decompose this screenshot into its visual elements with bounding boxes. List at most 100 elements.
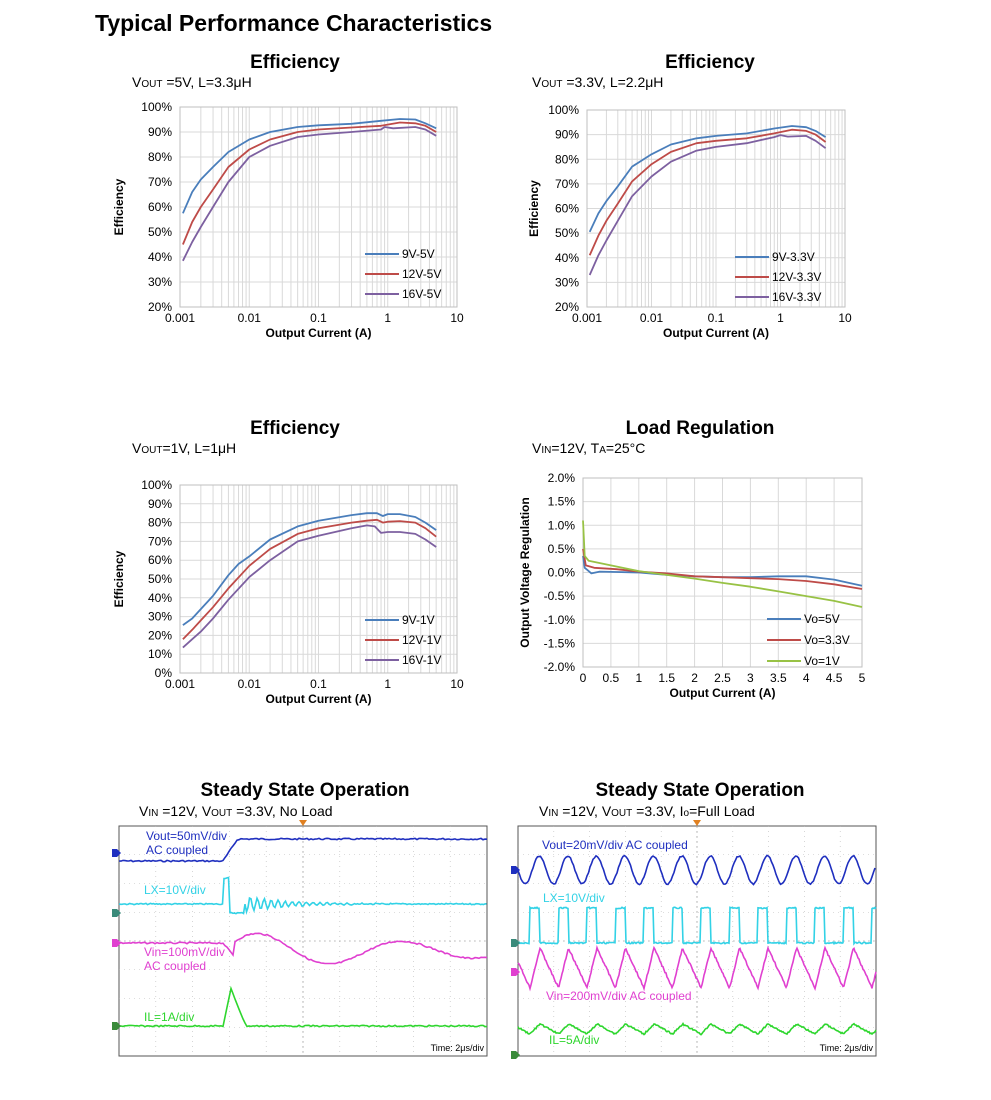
y-tick-label: 20% xyxy=(148,300,172,314)
x-tick-label: 10 xyxy=(450,677,464,691)
x-tick-label: 5 xyxy=(859,671,866,685)
x-tick-label: 0.001 xyxy=(165,311,195,325)
legend-label: 12V-1V xyxy=(402,633,441,647)
x-tick-label: 1 xyxy=(384,311,391,325)
y-tick-label: 70% xyxy=(148,175,172,189)
y-tick-label: 80% xyxy=(148,150,172,164)
x-tick-label: 0.1 xyxy=(310,677,327,691)
y-tick-label: 80% xyxy=(555,152,579,166)
y-axis-label: Efficiency xyxy=(112,178,126,235)
y-tick-label: 100% xyxy=(548,103,579,117)
channel-label: Vout=50mV/div xyxy=(146,829,227,843)
scope-subtitle: VIN =12V, VOUT =3.3V, No Load xyxy=(139,803,333,819)
x-tick-label: 10 xyxy=(450,311,464,325)
chart-title: Efficiency xyxy=(665,52,755,73)
channel-label: IL=1A/div xyxy=(144,1010,194,1024)
channel-marker-icon xyxy=(511,968,520,976)
oscilloscope-full-load: Vout=20mV/div AC coupled LX=10V/div Vin=20… xyxy=(511,820,877,1059)
scope-title: Steady State Operation xyxy=(595,780,805,801)
time-scale-label: Time: 2μs/div xyxy=(431,1043,485,1053)
x-tick-label: 3.5 xyxy=(770,671,787,685)
x-axis-label: Output Current (A) xyxy=(266,692,372,706)
x-tick-label: 0.001 xyxy=(572,311,602,325)
series-line-12V-1V xyxy=(182,518,437,640)
legend-label: Vo=1V xyxy=(804,654,840,668)
chart-subtitle: VIN=12V, TA=25°C xyxy=(532,440,646,456)
plot-frame xyxy=(179,106,458,308)
y-tick-label: 90% xyxy=(148,125,172,139)
x-tick-label: 0.01 xyxy=(238,311,262,325)
y-tick-label: -2.0% xyxy=(544,660,576,674)
x-tick-label: 10 xyxy=(838,311,852,325)
y-axis-label: Efficiency xyxy=(112,550,126,607)
x-tick-label: 1 xyxy=(635,671,642,685)
steady-state-full-load-panel: Steady State Operation VIN =12V, VOUT =3… xyxy=(505,780,895,1065)
y-axis-label: Output Voltage Regulation xyxy=(518,497,532,647)
series-line-12V-5V xyxy=(182,121,437,245)
chart-subtitle: VOUT=1V, L=1μH xyxy=(132,440,237,456)
trigger-marker-icon xyxy=(693,820,701,826)
y-tick-label: 60% xyxy=(148,200,172,214)
il-trace xyxy=(517,1021,877,1036)
vout-trace xyxy=(517,854,876,886)
efficiency-5v-panel: Efficiency VOUT =5V, L=3.3μH 0.001 0.01 0.… xyxy=(105,52,495,352)
y-tick-label: 90% xyxy=(148,497,172,511)
x-axis-label: Output Current (A) xyxy=(670,686,776,700)
oscilloscope-no-load: Vout=50mV/div AC coupled LX=10V/div Vin=100… xyxy=(112,820,488,1057)
x-axis-label: Output Current (A) xyxy=(663,326,769,340)
plot-frame xyxy=(179,484,458,674)
series-line-16V-1V xyxy=(182,524,437,649)
time-scale-label: Time: 2μs/div xyxy=(820,1043,874,1053)
x-tick-label: 0 xyxy=(580,671,587,685)
plot-frame xyxy=(582,477,863,668)
scope-grid xyxy=(119,826,487,1056)
legend-label: 9V-1V xyxy=(402,613,435,627)
x-tick-label: 1.5 xyxy=(658,671,675,685)
x-tick-label: 0.1 xyxy=(310,311,327,325)
y-tick-label: 40% xyxy=(148,250,172,264)
legend-label: 9V-5V xyxy=(402,247,435,261)
efficiency-1v-panel: Efficiency VOUT=1V, L=1μH 0.001 0.01 0.1 1 1… xyxy=(105,418,495,718)
y-tick-label: 1.5% xyxy=(548,495,576,509)
x-tick-label: 1 xyxy=(384,677,391,691)
legend-label: 12V-5V xyxy=(402,267,441,281)
y-tick-label: 60% xyxy=(555,202,579,216)
efficiency-3v3-chart: 0.001 0.01 0.1 1 10 20% 30% 40% 50% 60% 70% 80% 90% 1… xyxy=(527,103,852,340)
page-title: Typical Performance Characteristics xyxy=(95,10,493,36)
chart-title: Efficiency xyxy=(250,418,340,439)
y-tick-label: 80% xyxy=(148,516,172,530)
channel-label: Vin=200mV/div AC coupled xyxy=(546,989,692,1003)
y-tick-label: 2.0% xyxy=(548,471,576,485)
channel-label: AC coupled xyxy=(144,959,206,973)
channel-marker-icon xyxy=(112,909,121,917)
channel-label: LX=10V/div xyxy=(144,883,206,897)
channel-marker-icon xyxy=(511,939,520,947)
y-tick-label: 40% xyxy=(148,591,172,605)
legend-label: Vo=5V xyxy=(804,612,840,626)
x-tick-label: 2 xyxy=(691,671,698,685)
legend-label: 16V-5V xyxy=(402,287,441,301)
x-tick-label: 0.1 xyxy=(708,311,725,325)
x-tick-label: 2.5 xyxy=(714,671,731,685)
series-line-9V-5V xyxy=(182,118,437,214)
channel-marker-icon xyxy=(511,1051,520,1059)
x-tick-label: 4.5 xyxy=(826,671,843,685)
legend-label: 16V-1V xyxy=(402,653,441,667)
lx-trace xyxy=(517,905,877,946)
channel-label: Vout=20mV/div AC coupled xyxy=(542,838,688,852)
y-tick-label: 20% xyxy=(555,300,579,314)
vin-trace xyxy=(517,944,877,992)
channel-marker-icon xyxy=(112,939,121,947)
y-tick-label: 0.5% xyxy=(548,542,576,556)
channel-marker-icon xyxy=(511,866,520,874)
channel-label: Vin=100mV/div xyxy=(144,945,225,959)
y-tick-label: 50% xyxy=(555,226,579,240)
chart-title: Load Regulation xyxy=(625,418,775,439)
y-tick-label: 50% xyxy=(148,225,172,239)
efficiency-1v-chart: 0.001 0.01 0.1 1 100%10%20%30%40%50%60%70%80… xyxy=(112,478,464,706)
legend-label: Vo=3.3V xyxy=(804,633,850,647)
y-tick-label: -0.5% xyxy=(544,589,576,603)
y-tick-label: -1.5% xyxy=(544,636,576,650)
series-line-16V-3.3V xyxy=(588,134,827,276)
x-tick-label: 0.01 xyxy=(238,677,262,691)
